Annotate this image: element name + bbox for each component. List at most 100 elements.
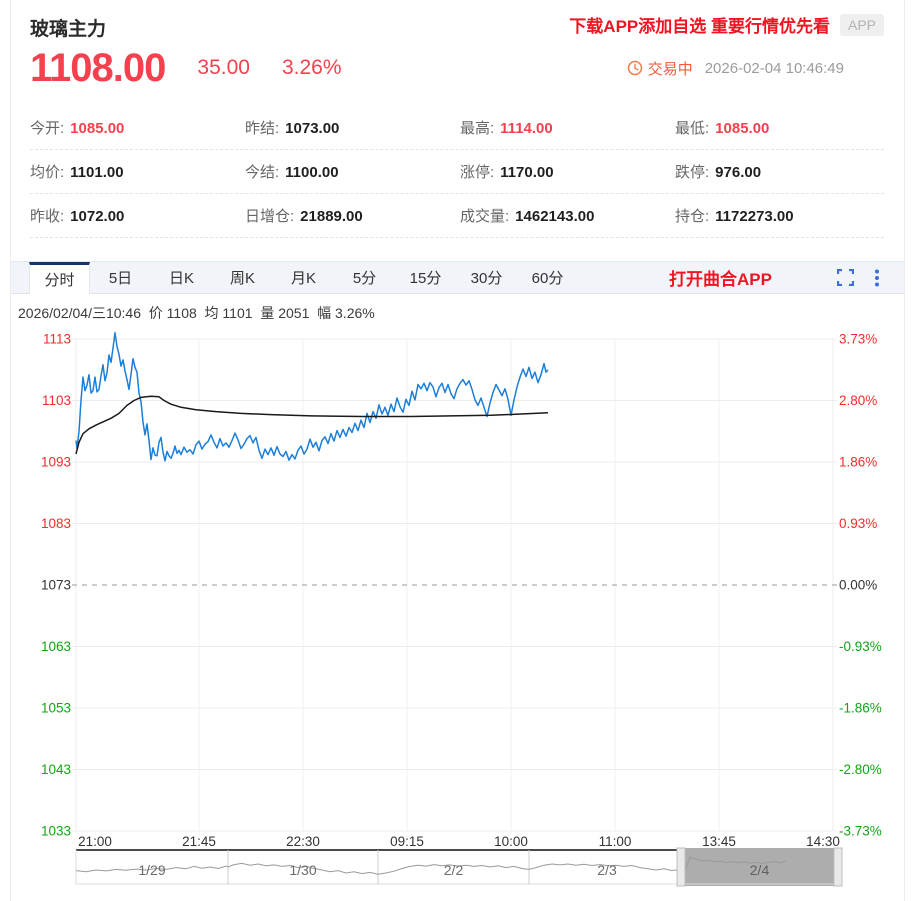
tab-5分[interactable]: 5分	[352, 270, 377, 287]
stat-value: 1170.00	[500, 164, 554, 181]
promo-banner: 下载APP添加自选 重要行情优先看 APP	[569, 12, 884, 37]
stat-label: 今结:	[245, 164, 280, 181]
quote-timestamp: 2026-02-04 10:46:49	[704, 59, 844, 77]
stat-label: 昨收:	[30, 208, 65, 225]
stat-label: 均价:	[30, 164, 65, 181]
tab-月K[interactable]: 月K	[290, 270, 316, 287]
stats-row: 今开: 1085.00 昨结: 1073.00 最高: 1114.00 最低: 1085.00	[30, 106, 884, 150]
stat-cell: 成交量: 1462143.00	[460, 205, 675, 226]
stat-cell: 今结: 1100.00	[245, 161, 460, 182]
stats-row: 昨收: 1072.00 日增仓: 21889.00 成交量: 1462143.00 持仓: 1…	[30, 194, 884, 238]
y-axis-pct-label: -3.73%	[839, 824, 882, 839]
stat-value: 1462143.00	[515, 208, 595, 225]
stat-value: 21889.00	[300, 208, 363, 225]
quote-page: 玻璃主力 下载APP添加自选 重要行情优先看 APP 1108.00 35.00…	[10, 0, 905, 901]
y-axis-pct-label: -0.93%	[839, 639, 882, 654]
navigator-section-label[interactable]: 2/2	[444, 862, 464, 878]
last-price: 1108.00	[30, 46, 166, 90]
stats-row: 均价: 1101.00 今结: 1100.00 涨停: 1170.00 跌停: 976.00	[30, 150, 884, 194]
x-axis-time-label: 14:30	[806, 834, 840, 849]
stat-cell: 最高: 1114.00	[460, 117, 675, 138]
trading-status: 交易中	[647, 60, 693, 78]
navigator-selected-range[interactable]	[685, 848, 834, 886]
x-axis-time-label: 09:15	[390, 834, 424, 849]
stat-value: 1085.00	[70, 120, 125, 137]
navigator-sparkline	[75, 856, 787, 875]
stat-cell: 涨停: 1170.00	[460, 161, 675, 182]
price-line	[75, 332, 549, 462]
y-axis-price-label: 1033	[41, 824, 71, 839]
price-change-pct: 3.26%	[281, 56, 342, 79]
download-app-link[interactable]: 下载APP添加自选 重要行情优先看	[569, 17, 830, 36]
y-axis-price-label: 1083	[41, 516, 71, 531]
y-axis-price-label: 1073	[41, 578, 71, 593]
stat-cell: 日增仓: 21889.00	[245, 205, 460, 226]
navigator-section-label[interactable]: 1/29	[138, 862, 165, 878]
tab-日K[interactable]: 日K	[168, 270, 194, 287]
stat-label: 最高:	[460, 120, 495, 137]
navigator-left-handle[interactable]	[676, 847, 686, 887]
y-axis-price-label: 1103	[42, 393, 71, 408]
stat-label: 成交量:	[460, 208, 510, 225]
y-axis-price-label: 1053	[41, 701, 71, 716]
y-axis-price-label: 1063	[41, 639, 71, 654]
open-app-link[interactable]: 打开曲合APP	[669, 270, 772, 289]
tab-30分[interactable]: 30分	[470, 270, 503, 287]
navigator-section-label[interactable]: 1/30	[289, 862, 316, 878]
stat-cell: 昨结: 1073.00	[245, 117, 460, 138]
stat-label: 今开:	[30, 120, 65, 137]
crosshair-info: 2026/02/04/三10:46 价 1108 均 1101 量 2051 幅…	[18, 305, 375, 321]
stat-cell: 跌停: 976.00	[675, 161, 884, 182]
app-badge[interactable]: APP	[839, 13, 884, 36]
y-axis-price-label: 1043	[41, 762, 71, 777]
stat-label: 日增仓:	[245, 208, 295, 225]
tab-15分[interactable]: 15分	[409, 270, 442, 287]
y-axis-pct-label: 0.93%	[839, 516, 877, 531]
navigator-right-handle[interactable]	[833, 847, 843, 887]
y-axis-price-label: 1093	[41, 455, 71, 470]
stat-cell: 持仓: 1172273.00	[675, 205, 884, 226]
stat-value: 976.00	[715, 164, 762, 181]
stat-value: 1073.00	[285, 120, 340, 137]
header: 玻璃主力 下载APP添加自选 重要行情优先看 APP	[11, 0, 904, 40]
stat-label: 持仓:	[675, 208, 710, 225]
stat-label: 最低:	[675, 120, 710, 137]
intraday-chart[interactable]: 1113 3.73% 1103 2.80% 1093 1.86% 1083 0.93% 1073…	[11, 317, 906, 895]
y-axis-pct-label: -2.80%	[839, 762, 882, 777]
x-axis-time-label: 11:00	[599, 834, 632, 849]
navigator-section-label[interactable]: 2/4	[750, 862, 770, 878]
x-axis-time-label: 22:30	[286, 834, 320, 849]
stat-cell: 最低: 1085.00	[675, 117, 884, 138]
tab-list: 分时 5日 日K 周K 月K 5分 15分 30分 60分	[29, 262, 578, 294]
stat-value: 1072.00	[70, 208, 125, 225]
stat-value: 1172273.00	[715, 208, 794, 225]
fullscreen-icon[interactable]	[834, 267, 856, 289]
clock-icon	[627, 60, 642, 76]
y-axis-pct-label: -1.86%	[839, 701, 882, 716]
tab-5日[interactable]: 5日	[108, 270, 133, 287]
tabbar-right: 打开曲合APP	[669, 262, 904, 293]
stat-label: 跌停:	[675, 164, 710, 181]
x-axis-time-label: 10:00	[494, 834, 528, 849]
tab-60分[interactable]: 60分	[531, 270, 564, 287]
y-axis-pct-label: 3.73%	[839, 332, 877, 347]
kebab-menu-icon[interactable]	[866, 267, 888, 289]
y-axis-pct-label: 1.86%	[839, 455, 877, 470]
average-line	[75, 395, 549, 455]
stat-cell: 均价: 1101.00	[30, 161, 245, 182]
y-axis-pct-label: 0.00%	[839, 578, 877, 593]
tab-分时[interactable]: 分时	[29, 262, 90, 294]
page-title: 玻璃主力	[30, 19, 107, 40]
x-axis-time-label: 21:00	[78, 834, 112, 849]
stat-value: 1101.00	[70, 164, 124, 181]
stat-label: 涨停:	[460, 164, 495, 181]
x-axis-time-label: 13:45	[702, 834, 736, 849]
tab-周K[interactable]: 周K	[229, 270, 255, 287]
stat-label: 昨结:	[245, 120, 280, 137]
x-axis-time-label: 21:45	[182, 834, 216, 849]
price-change: 35.00	[197, 56, 250, 79]
navigator-section-label[interactable]: 2/3	[597, 862, 617, 878]
chart-tabbar: 分时 5日 日K 周K 月K 5分 15分 30分 60分 打开曲合APP	[11, 261, 904, 294]
status-group: 交易中 2026-02-04 10:46:49	[627, 58, 844, 79]
stat-cell: 今开: 1085.00	[30, 117, 245, 138]
